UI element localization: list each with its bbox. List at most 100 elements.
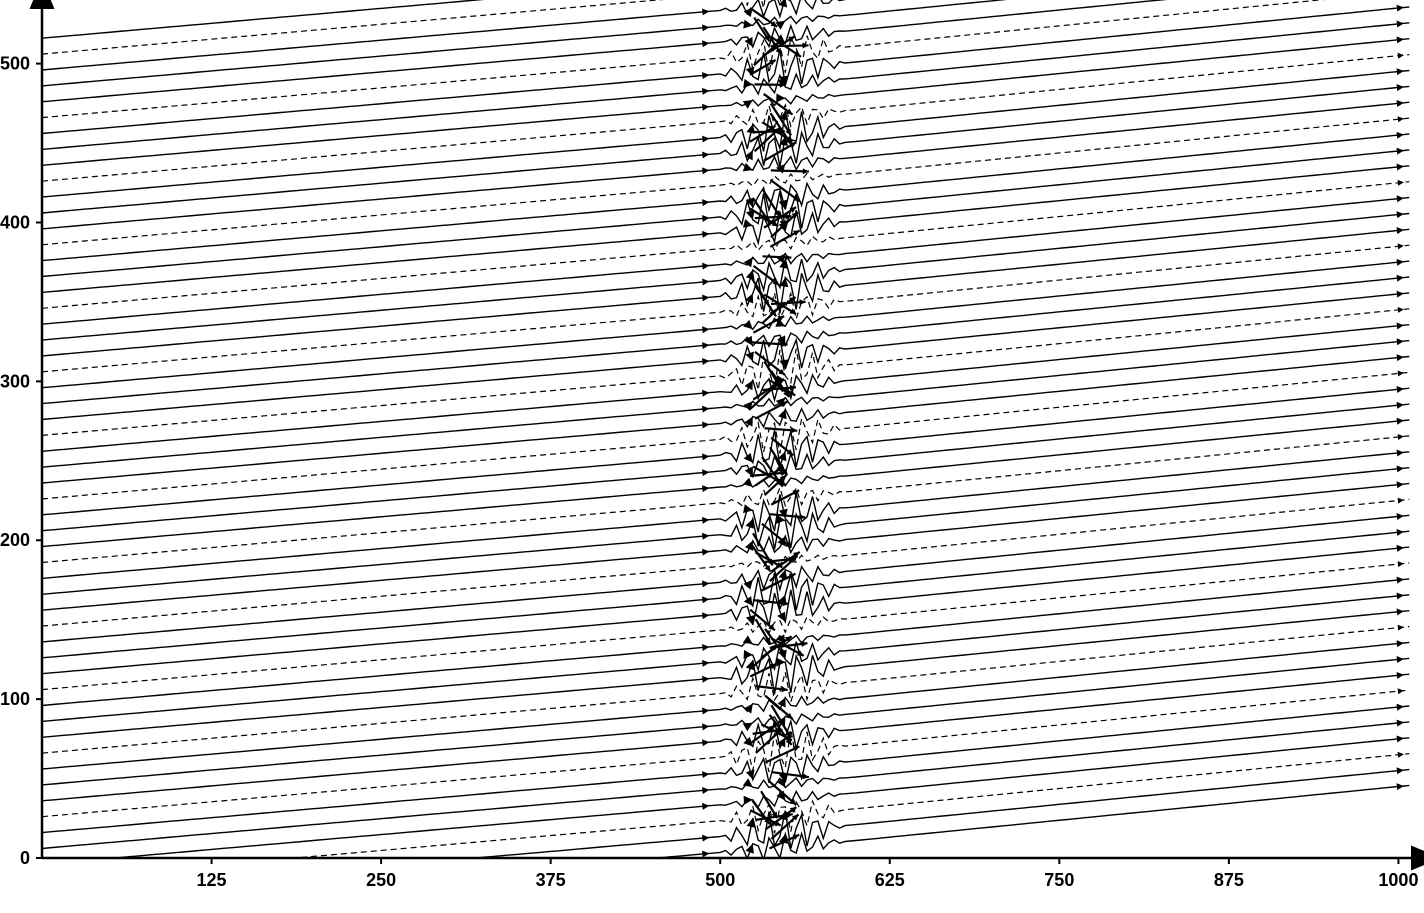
x-tick-label: 250 — [366, 870, 396, 890]
x-tick-label: 750 — [1044, 870, 1074, 890]
streamline-arrow — [702, 596, 709, 603]
streamline-arrow — [702, 326, 709, 333]
streamline-arrow — [743, 20, 753, 29]
streamline — [42, 198, 1409, 325]
streamline-arrow — [702, 787, 709, 794]
streamline-arrow — [743, 219, 753, 228]
streamline-arrow — [702, 406, 709, 413]
streamline-arrow — [1398, 434, 1404, 440]
streamline-arrow — [776, 658, 785, 667]
streamline-arrow — [776, 93, 785, 102]
streamline — [42, 293, 1409, 420]
streamline — [42, 658, 1409, 785]
disturbance-arrow — [791, 427, 797, 433]
streamline-arrow — [702, 88, 709, 95]
streamline-arrow — [702, 390, 709, 397]
streamline — [42, 484, 1409, 610]
streamline-arrow — [702, 279, 709, 286]
y-tick-label: 200 — [0, 530, 30, 550]
streamline-arrow — [743, 163, 753, 171]
streamline-arrow — [702, 660, 709, 667]
x-tick-label: 1000 — [1378, 870, 1418, 890]
streamline — [42, 0, 1409, 38]
streamline-arrow — [702, 771, 709, 778]
streamline-arrow — [702, 342, 709, 349]
streamline — [42, 515, 1409, 642]
streamline — [42, 690, 1409, 817]
streamline-arrow — [779, 509, 788, 519]
streamline-arrow — [1398, 752, 1404, 758]
streamline-arrow — [702, 294, 709, 301]
streamline-arrow — [702, 723, 709, 730]
streamline-arrow — [743, 635, 753, 644]
streamline-arrow — [702, 453, 709, 460]
streamline — [42, 0, 1409, 102]
streamline — [42, 261, 1409, 388]
streamline-arrow — [702, 136, 709, 143]
streamline-arrow — [744, 650, 753, 659]
y-tick-label: 100 — [0, 689, 30, 709]
disturbance-arrow — [803, 168, 809, 174]
streamline — [42, 642, 1409, 769]
streamline-arrow — [702, 24, 709, 31]
streamline — [42, 166, 1409, 293]
streamline-arrow — [743, 478, 753, 487]
streamline — [42, 785, 1409, 912]
streamline-arrow — [702, 739, 709, 746]
streamline-arrow — [702, 851, 709, 858]
streamline-arrow — [1398, 243, 1404, 249]
streamline — [42, 134, 1409, 261]
streamline-arrow — [702, 358, 709, 365]
x-tick-label: 375 — [536, 870, 566, 890]
y-tick-label: 400 — [0, 212, 30, 232]
streamline — [42, 499, 1409, 626]
y-tick-label: 300 — [0, 371, 30, 391]
streamline-arrow — [744, 596, 753, 606]
streamline-arrow — [775, 21, 785, 30]
x-tick-label: 500 — [705, 870, 735, 890]
streamline — [42, 579, 1409, 706]
y-tick-label: 0 — [20, 848, 30, 868]
streamline-arrow — [702, 549, 709, 556]
streamline — [42, 404, 1409, 531]
streamline — [42, 706, 1409, 833]
streamline-arrow — [1398, 116, 1404, 122]
streamline-arrow — [702, 72, 709, 79]
y-tick-label: 500 — [0, 54, 30, 74]
streamline-arrow — [746, 270, 755, 280]
streamline-arrow — [702, 835, 709, 842]
streamline — [42, 150, 1409, 277]
streamline-arrow — [778, 409, 787, 419]
streamline — [42, 436, 1409, 563]
x-tick-label: 625 — [875, 870, 905, 890]
streamline-arrow — [702, 803, 709, 810]
streamline — [42, 277, 1409, 404]
streamline-arrow — [744, 704, 753, 714]
x-tick-label: 125 — [197, 870, 227, 890]
streamline-arrow — [702, 167, 709, 174]
streamline-arrow — [744, 453, 753, 463]
streamline — [42, 372, 1409, 499]
streamline-arrow — [702, 8, 709, 15]
streamplot-chart: 125 250 375 500 625 750 875 1000 0 100 200 300 400 50… — [0, 0, 1424, 913]
streamline-arrow — [744, 796, 753, 805]
streamline-arrow — [743, 723, 753, 731]
streamline — [42, 547, 1409, 674]
streamline-arrow — [743, 401, 752, 411]
streamline-arrow — [702, 469, 709, 476]
streamline — [42, 214, 1409, 341]
streamline-arrow — [702, 104, 709, 111]
streamline-arrow — [1398, 307, 1404, 313]
streamline-arrow — [702, 40, 709, 47]
streamline — [42, 341, 1409, 468]
streamline-arrow — [743, 79, 753, 88]
streamline — [42, 722, 1409, 849]
streamline — [42, 55, 1409, 182]
streamline — [42, 754, 1409, 881]
streamline-arrow — [702, 199, 709, 206]
x-tick-label: 875 — [1214, 870, 1244, 890]
streamline — [42, 102, 1409, 229]
chart-svg: 125 250 375 500 625 750 875 1000 0 100 200 300 400 50… — [0, 0, 1424, 913]
streamline-arrow — [702, 263, 709, 270]
streamline-arrow — [702, 580, 709, 587]
